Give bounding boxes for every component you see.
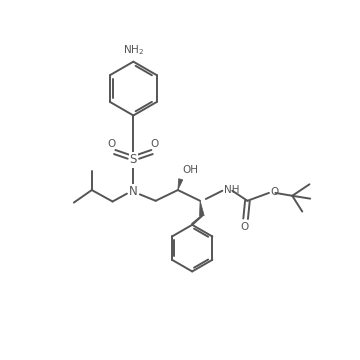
Text: O: O [151,139,159,149]
Text: O: O [241,222,249,232]
Text: NH: NH [224,185,239,195]
Text: O: O [270,187,279,197]
Polygon shape [199,201,204,216]
Text: NH$_2$: NH$_2$ [123,44,144,57]
Text: O: O [108,139,116,149]
Text: N: N [129,185,138,198]
Text: S: S [130,153,137,166]
Text: OH: OH [182,165,198,175]
Polygon shape [178,179,183,190]
